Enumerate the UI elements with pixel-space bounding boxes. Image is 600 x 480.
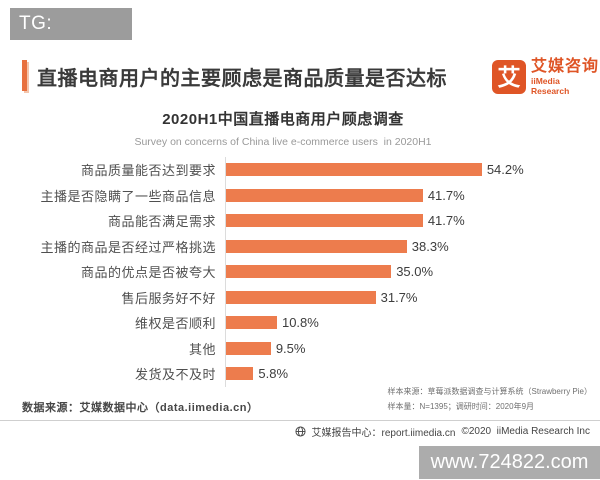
bar <box>226 188 423 202</box>
bar <box>226 163 482 177</box>
bar-cell: 35.0% <box>225 259 580 285</box>
copyright-text: ©2020 iiMedia Research Inc <box>461 426 590 437</box>
footer: 艾媒报告中心：report.iimedia.cn ©2020 iiMedia R… <box>294 424 590 439</box>
footer-divider <box>0 420 600 421</box>
chart-row: 商品质量能否达到要求 54.2% <box>0 157 580 183</box>
bar-cell: 41.7% <box>225 208 580 234</box>
brand-text: 艾媒咨询 iiMedia Research <box>531 58 600 96</box>
site-watermark: www.724822.com <box>419 446 600 479</box>
sample-notes: 样本来源：草莓派数据调查与计算系统（Strawberry Pie） 样本量：N=… <box>388 384 592 414</box>
value-label: 10.8% <box>281 315 319 331</box>
chart-row: 商品能否满足需求 41.7% <box>0 208 580 234</box>
globe-icon <box>294 426 306 437</box>
sample-size-note: 样本量：N=1395；调研时间：2020年9月 <box>387 402 535 411</box>
page-title: 直播电商用户的主要顾虑是商品质量是否达标 <box>37 68 447 90</box>
bar-cell: 54.2% <box>225 157 580 183</box>
bar <box>226 341 271 355</box>
brand-name-en: iiMedia Research <box>531 76 570 96</box>
chart-title: 2020H1中国直播电商用户顾虑调查 <box>162 111 404 128</box>
chart-row: 其他 9.5% <box>0 335 580 361</box>
bar-cell: 41.7% <box>225 182 580 208</box>
category-label: 商品的优点是否被夸大 <box>80 265 216 281</box>
chart-row: 发货及不及时 5.8% <box>0 361 580 387</box>
chart-row: 主播的商品是否经过严格挑选 38.3% <box>0 233 580 259</box>
chart-row: 维权是否顺利 10.8% <box>0 310 580 336</box>
category-label: 商品能否满足需求 <box>107 214 216 230</box>
bar-cell: 5.8% <box>225 361 580 387</box>
bar-cell: 38.3% <box>225 233 580 259</box>
category-label: 商品质量能否达到要求 <box>80 163 216 179</box>
chart-row: 售后服务好不好 31.7% <box>0 284 580 310</box>
chart-row: 主播是否隐瞒了一些商品信息 41.7% <box>0 182 580 208</box>
sample-source-note: 样本来源：草莓派数据调查与计算系统（Strawberry Pie） <box>387 387 592 396</box>
brand-name-cn: 艾媒咨询 <box>531 58 600 75</box>
value-label: 35.0% <box>396 264 434 280</box>
bar-cell: 9.5% <box>225 335 580 361</box>
value-label: 5.8% <box>258 366 289 382</box>
bar-chart: 商品质量能否达到要求 54.2% 主播是否隐瞒了一些商品信息 41.7% 商品能否满足需… <box>0 157 580 387</box>
chart-subtitle: Survey on concerns of China live e-comme… <box>134 136 432 148</box>
category-label: 维权是否顺利 <box>134 316 216 332</box>
bar-cell: 10.8% <box>225 310 580 336</box>
iimedia-logo-icon: 艾 <box>492 60 526 94</box>
bar <box>226 265 392 279</box>
bar <box>226 290 376 304</box>
value-label: 41.7% <box>427 213 465 229</box>
value-label: 9.5% <box>275 340 306 356</box>
bar <box>226 239 407 253</box>
bar <box>226 214 423 228</box>
tg-watermark-badge: TG: MYYJJPP <box>10 8 132 66</box>
value-label: 54.2% <box>486 162 524 178</box>
value-label: 41.7% <box>427 187 465 203</box>
data-source-note: 数据来源：艾媒数据中心（data.iimedia.cn） <box>22 402 259 414</box>
report-center-text: 艾媒报告中心：report.iimedia.cn <box>311 428 456 439</box>
report-header: 直播电商用户的主要顾虑是商品质量是否达标 艾 艾媒咨询 iiMedia Rese… <box>0 56 600 96</box>
category-label: 发货及不及时 <box>134 367 216 383</box>
chart-header: 2020H1中国直播电商用户顾虑调查 Survey on concerns of… <box>0 108 566 148</box>
category-label: 主播是否隐瞒了一些商品信息 <box>40 188 216 204</box>
category-label: 其他 <box>188 341 216 357</box>
value-label: 38.3% <box>411 238 449 254</box>
brand-logo: 艾 艾媒咨询 iiMedia Research <box>492 58 600 96</box>
bar <box>226 367 254 381</box>
value-label: 31.7% <box>380 289 418 305</box>
bar <box>226 316 277 330</box>
chart-row: 商品的优点是否被夸大 35.0% <box>0 259 580 285</box>
title-accent-bar <box>22 60 27 91</box>
category-label: 售后服务好不好 <box>121 290 216 306</box>
bar-cell: 31.7% <box>225 284 580 310</box>
category-label: 主播的商品是否经过严格挑选 <box>40 239 216 255</box>
